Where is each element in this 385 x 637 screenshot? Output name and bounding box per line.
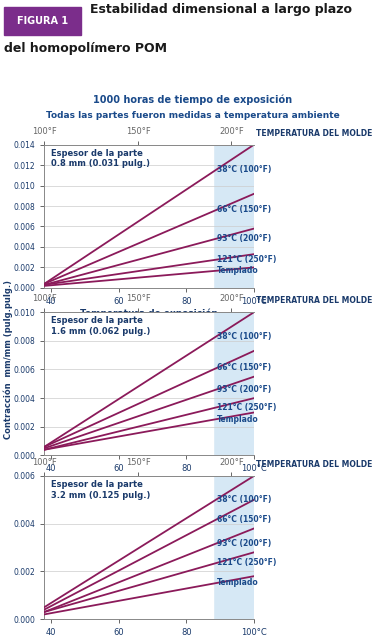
Text: 93°C (200°F): 93°C (200°F): [217, 385, 271, 394]
Text: 66°C (150°F): 66°C (150°F): [217, 515, 271, 524]
Text: Espesor de la parte
0.8 mm (0.031 pulg.): Espesor de la parte 0.8 mm (0.031 pulg.): [50, 149, 149, 168]
Text: 38°C (100°F): 38°C (100°F): [217, 165, 271, 174]
Text: Templado: Templado: [217, 266, 259, 275]
Text: 38°C (100°F): 38°C (100°F): [217, 331, 271, 341]
X-axis label: Temperatura de exposición: Temperatura de exposición: [80, 309, 218, 318]
Text: 121°C (250°F): 121°C (250°F): [217, 403, 276, 412]
Text: TEMPERATURA DEL MOLDE: TEMPERATURA DEL MOLDE: [256, 460, 373, 469]
Text: Contracción  mm/mm (pulg.pulg.): Contracción mm/mm (pulg.pulg.): [4, 280, 13, 440]
Bar: [44, 145, 214, 288]
Text: Espesor de la parte
1.6 mm (0.062 pulg.): Espesor de la parte 1.6 mm (0.062 pulg.): [50, 317, 150, 336]
Text: 38°C (100°F): 38°C (100°F): [217, 495, 271, 504]
Text: del homopolímero POM: del homopolímero POM: [4, 43, 167, 55]
Text: TEMPERATURA DEL MOLDE: TEMPERATURA DEL MOLDE: [256, 129, 373, 138]
Text: 1000 horas de tiempo de exposición: 1000 horas de tiempo de exposición: [93, 94, 292, 104]
Text: 121°C (250°F): 121°C (250°F): [217, 255, 276, 264]
Text: Templado: Templado: [217, 578, 259, 587]
Bar: [44, 476, 214, 619]
Text: Estabilidad dimensional a largo plazo: Estabilidad dimensional a largo plazo: [90, 3, 353, 16]
Text: 66°C (150°F): 66°C (150°F): [217, 205, 271, 214]
Text: 66°C (150°F): 66°C (150°F): [217, 363, 271, 373]
Text: 93°C (200°F): 93°C (200°F): [217, 234, 271, 243]
Text: Espesor de la parte
3.2 mm (0.125 pulg.): Espesor de la parte 3.2 mm (0.125 pulg.): [50, 480, 150, 499]
Bar: [4, 8, 81, 35]
Text: 121°C (250°F): 121°C (250°F): [217, 559, 276, 568]
Text: Todas las partes fueron medidas a temperatura ambiente: Todas las partes fueron medidas a temper…: [46, 111, 339, 120]
Bar: [44, 312, 214, 455]
Text: Templado: Templado: [217, 415, 259, 424]
Text: FIGURA 1: FIGURA 1: [17, 17, 68, 26]
X-axis label: Temperatura de exposición: Temperatura de exposición: [80, 476, 218, 486]
Text: 93°C (200°F): 93°C (200°F): [217, 539, 271, 548]
Text: TEMPERATURA DEL MOLDE: TEMPERATURA DEL MOLDE: [256, 296, 373, 305]
